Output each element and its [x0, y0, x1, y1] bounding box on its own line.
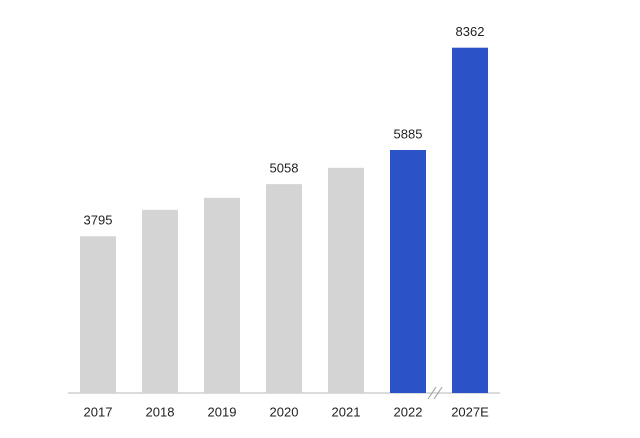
bar: [142, 209, 178, 393]
break-mark: [433, 386, 443, 400]
bar: [328, 167, 364, 393]
x-tick-label: 2017: [84, 404, 113, 419]
x-tick-label: 2018: [146, 404, 175, 419]
x-tick-label: 2021: [332, 404, 361, 419]
axis-break: [427, 386, 443, 400]
x-tick-label: 2019: [208, 404, 237, 419]
x-tick-label: 2027E: [451, 404, 489, 419]
value-label: 8362: [456, 24, 485, 39]
break-mark: [427, 386, 437, 400]
value-label: 5058: [270, 161, 299, 176]
value-label: 5885: [394, 126, 423, 141]
value-label: 3795: [84, 213, 113, 228]
bar: [80, 236, 116, 393]
x-tick-label: 2020: [270, 404, 299, 419]
bar: [390, 149, 426, 393]
bar: [204, 197, 240, 393]
x-tick-label: 2022: [394, 404, 423, 419]
bar: [266, 184, 302, 393]
bar: [452, 47, 488, 394]
